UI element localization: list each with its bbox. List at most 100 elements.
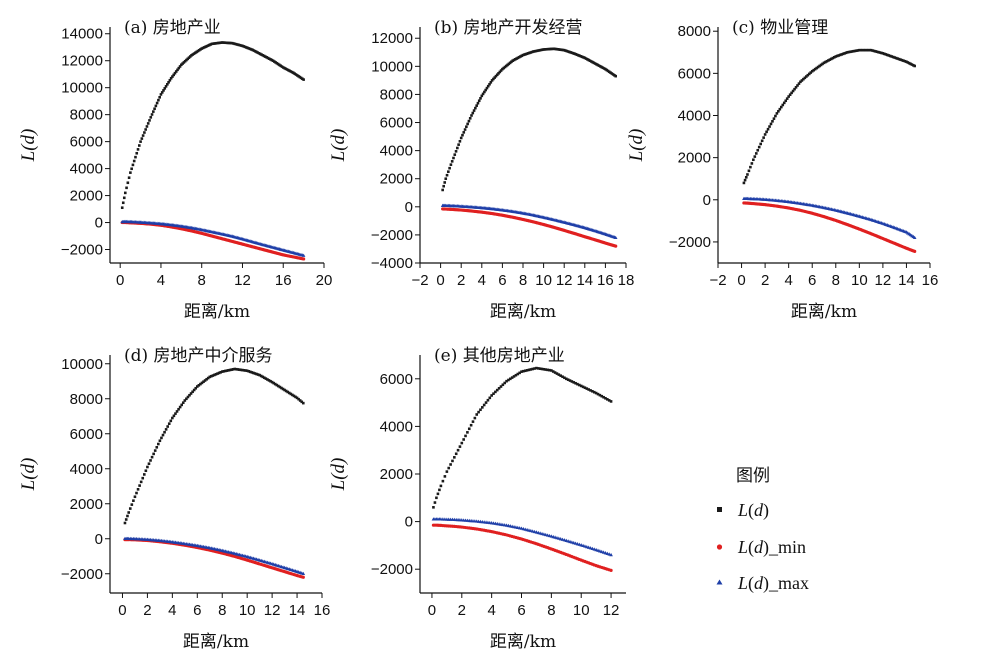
point-ld xyxy=(457,143,460,146)
y-axis-label: L(d) xyxy=(18,458,39,492)
point-ld xyxy=(880,51,883,55)
point-ld xyxy=(255,372,258,376)
point-ld xyxy=(120,206,124,210)
y-tick-label: 12000 xyxy=(371,30,413,47)
point-ld xyxy=(568,379,572,382)
point-ld xyxy=(454,452,458,456)
point-ld xyxy=(752,158,755,162)
point-ld xyxy=(466,431,469,434)
point-ld xyxy=(505,379,508,383)
point-ld xyxy=(604,396,607,400)
point-ld xyxy=(583,386,587,390)
point-ld xyxy=(579,384,583,388)
x-tick-label: 12 xyxy=(234,272,251,289)
point-ld xyxy=(238,368,241,371)
point-ld xyxy=(283,388,286,392)
x-tick-label: 0 xyxy=(116,272,124,289)
y-tick-label: 4000 xyxy=(70,161,103,178)
point-ld xyxy=(452,156,455,160)
point-ld xyxy=(834,55,838,58)
point-ld xyxy=(570,380,574,383)
point-ld xyxy=(912,63,915,67)
point-ld xyxy=(180,403,184,407)
point-ld xyxy=(236,368,240,371)
point-ld xyxy=(438,488,441,492)
point-ld xyxy=(742,181,746,185)
point-ld xyxy=(123,521,127,525)
point-ld xyxy=(472,109,476,112)
point-ld xyxy=(161,433,165,437)
point-ld xyxy=(896,57,899,60)
y-tick-label: 6000 xyxy=(380,371,413,388)
point-ld-min xyxy=(301,575,305,579)
panel-title: (c) 物业管理 xyxy=(732,18,828,38)
point-ld xyxy=(153,449,157,452)
point-ld xyxy=(203,379,207,382)
point-ld xyxy=(149,459,152,462)
point-ld xyxy=(546,368,549,372)
point-ld xyxy=(490,394,493,397)
point-ld-min xyxy=(614,244,618,248)
panel-1: −4000 −2000 0 2000 4000 6000 8000 10000 12000 −2 0… xyxy=(328,18,634,322)
point-ld xyxy=(272,381,275,385)
point-ld xyxy=(145,125,149,128)
point-ld xyxy=(875,50,879,54)
point-ld xyxy=(435,496,438,500)
point-ld xyxy=(176,68,179,72)
point-ld xyxy=(216,372,219,375)
point-ld xyxy=(172,414,176,418)
x-tick-label: 6 xyxy=(808,272,816,289)
x-tick-label: 2 xyxy=(458,602,466,619)
point-ld xyxy=(805,75,808,78)
point-ld xyxy=(483,90,486,94)
point-ld xyxy=(252,371,255,375)
x-tick-label: 0 xyxy=(428,602,436,619)
point-ld xyxy=(553,371,557,374)
point-ld xyxy=(574,381,577,385)
point-ld xyxy=(592,390,596,394)
point-ld xyxy=(862,48,866,52)
point-ld xyxy=(537,367,540,370)
point-ld xyxy=(133,495,137,499)
x-tick-label: 12 xyxy=(875,272,892,289)
point-ld xyxy=(239,368,243,372)
point-ld xyxy=(822,61,826,65)
x-tick-label: 6 xyxy=(517,602,525,619)
point-ld xyxy=(461,133,464,137)
point-ld xyxy=(228,368,232,372)
y-tick-label: 8000 xyxy=(70,107,103,124)
point-ld xyxy=(264,377,268,380)
point-ld xyxy=(447,170,450,173)
point-ld xyxy=(199,382,202,386)
point-ld xyxy=(454,150,458,153)
point-ld xyxy=(772,117,776,120)
point-ld xyxy=(146,122,150,125)
point-ld xyxy=(436,492,440,496)
point-ld xyxy=(815,66,818,70)
legend-item-ld: L(d) xyxy=(717,500,769,521)
point-ld xyxy=(157,442,160,446)
point-ld xyxy=(877,50,880,54)
point-ld xyxy=(139,140,142,143)
point-ld xyxy=(855,49,858,53)
point-ld xyxy=(493,76,496,79)
point-ld xyxy=(563,376,566,380)
point-ld xyxy=(488,82,491,86)
x-tick-label: 4 xyxy=(487,602,495,619)
point-ld xyxy=(171,416,174,420)
point-ld xyxy=(164,428,168,431)
point-ld xyxy=(858,48,861,52)
point-ld xyxy=(525,369,529,372)
point-ld xyxy=(136,148,140,151)
x-tick-label: 16 xyxy=(922,272,939,289)
x-tick-label: 4 xyxy=(784,272,792,289)
x-tick-label: 14 xyxy=(576,272,593,289)
point-ld xyxy=(289,392,293,396)
point-ld xyxy=(227,369,230,372)
point-ld xyxy=(189,392,193,395)
series-ld-min xyxy=(431,523,613,572)
point-ld xyxy=(759,142,762,146)
point-ld xyxy=(561,375,564,379)
x-tick-label: 6 xyxy=(498,272,506,289)
point-ld xyxy=(171,75,174,78)
